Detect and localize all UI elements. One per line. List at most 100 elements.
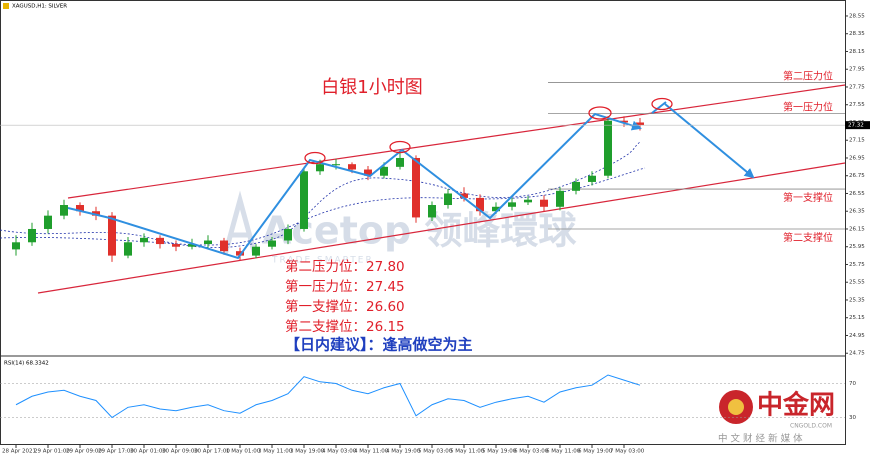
y-tick-label: 26.35 [849,209,865,215]
y-tick-label: 27.75 [849,84,865,90]
candle-body [348,164,356,170]
candle-body [508,202,516,207]
x-tick-label: 29 Apr 09:00 [66,449,102,455]
candle-body [412,157,420,218]
y-tick-label: 26.55 [849,191,865,197]
moving-average [0,167,646,246]
x-tick-label: 30 Apr 17:00 [194,449,230,455]
rsi-label: RSI(14) 68.3342 [4,361,49,367]
candle-body [284,228,292,241]
x-tick-label: 6 May 19:00 [578,449,613,455]
candle-body [92,211,100,216]
circle [651,97,673,111]
x-tick-label: 1 May 01:00 [226,449,261,455]
marks [12,82,845,262]
circle [304,151,326,165]
candle-body [252,246,260,256]
logo-icon [728,399,744,415]
candle-body [236,251,244,256]
candle-body [76,205,84,212]
x-tick-label: 3 May 11:00 [258,449,293,455]
chart-title: 白银1小时图 [321,77,422,98]
watermark-slogan: TRADE SMARTER [271,256,374,266]
level-label: 第二压力位 [783,70,833,83]
candle-body [140,237,148,243]
frame [0,0,846,445]
x-tick-label: 29 Apr 17:00 [98,449,134,455]
candle-body [332,164,340,166]
level-label: 第一支撑位 [783,191,833,204]
symbol-header: XAGUSD,H1: SILVER [12,4,67,10]
candle-body [172,244,180,247]
y-tick-label: 26.95 [849,155,865,161]
advice: 【日内建议】：逢高做空为主 [285,336,473,354]
channel-upper [67,84,846,199]
candle-body [588,175,596,182]
candle-body [604,120,612,176]
candle-body [460,193,468,198]
rsi-tick-label: 70 [849,381,856,387]
last-price-box [845,121,870,130]
y-tick-label: 28.15 [849,49,865,55]
candle-body [620,120,628,123]
x-tick-label: 4 May 19:00 [386,449,421,455]
x-tick-label: 5 May 19:00 [482,449,517,455]
x-tick-label: 28 Apr 2021 [2,449,36,455]
candle-body [636,122,644,126]
y-tick-label: 26.15 [849,226,865,232]
highlight-circles [304,97,673,165]
candle-body [572,181,580,191]
level-label: 第二支撑位 [783,231,833,244]
circle [389,140,411,154]
symbol-icon [3,3,9,9]
candle-body [108,215,116,256]
candle-body [124,242,132,256]
x-tick-label: 5 May 03:00 [418,449,453,455]
candle-body [300,171,308,229]
forecast-arrow [664,103,755,179]
annotation: 第二压力位：27.80 [285,258,405,275]
x-tick-label: 6 May 11:00 [546,449,581,455]
watermark-icon [222,190,258,256]
x-tick-label: 4 May 11:00 [354,449,389,455]
annotation: 第二支撑位：26.15 [285,318,405,335]
annotation-block: 第二压力位：27.80 第一压力位：27.45 第一支撑位：26.60 第二支撑位：2… [285,258,405,335]
x-tick-label: 3 May 19:00 [290,449,325,455]
x-tick-label: 6 May 03:00 [514,449,549,455]
logo: 中金网 CNGOLD.COM 中 文 财 经 新 媒 体 [718,390,835,445]
rsi-line [15,374,641,419]
y-tick-label: 25.15 [849,315,865,321]
channel-lower [37,162,846,294]
x-tick-label: 30 Apr 01:00 [130,449,166,455]
candle-body [492,206,500,212]
candle-body [156,237,164,245]
candle-body [364,169,372,176]
candle-body [396,157,404,167]
annotation: 第一支撑位：26.60 [285,298,405,315]
y-tick-label: 25.55 [849,280,865,286]
y-tick-label: 27.95 [849,67,865,73]
candle-body [540,199,548,207]
y-tick-label: 24.75 [849,351,865,357]
candle-body [444,193,452,206]
x-tick-label: 7 May 03:00 [610,449,645,455]
candle-body [556,190,564,207]
logo-site: CNGOLD.COM [790,423,832,430]
candle-body [524,199,532,203]
candle-body [60,205,68,216]
y-tick-label: 28.55 [849,13,865,19]
x-tick-label: 29 Apr 01:00 [34,449,70,455]
x-tick-label: 5 May 11:00 [450,449,485,455]
circle [588,106,612,120]
candle-body [428,205,436,218]
candle-body [316,164,324,172]
last-price-label: 27.32 [848,123,864,129]
y-tick-label: 27.55 [849,102,865,108]
y-tick-label: 26.75 [849,173,865,179]
y-tick-label: 25.75 [849,262,865,268]
logo-tagline: 中 文 财 经 新 媒 体 [718,433,803,445]
x-tick-label: 30 Apr 09:00 [162,449,198,455]
forecast-arrow [651,101,667,114]
candle-body [28,228,36,243]
